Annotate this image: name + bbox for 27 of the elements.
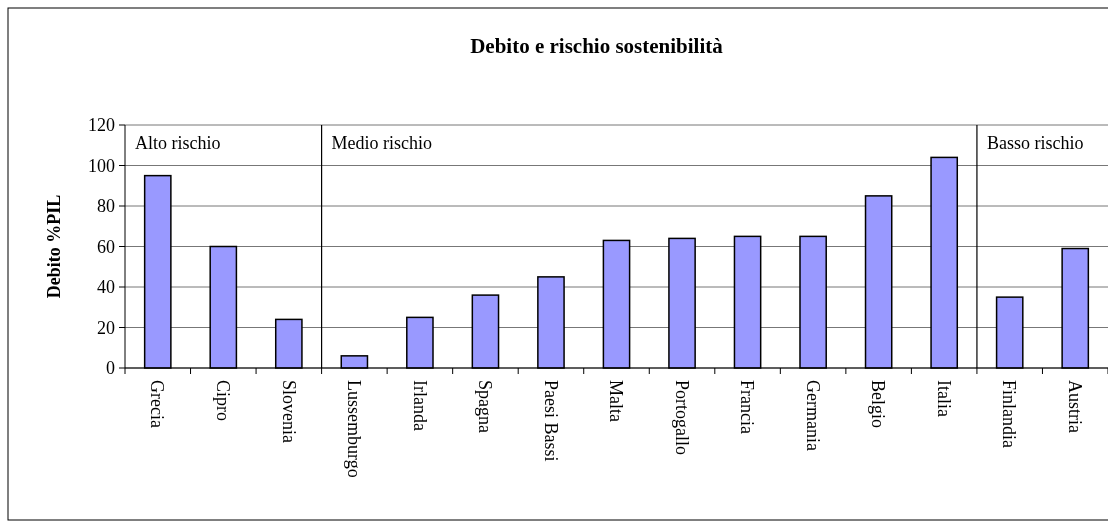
x-tick-label: Francia	[737, 380, 758, 434]
x-tick-label: Slovenia	[278, 380, 299, 443]
chart-title: Debito e rischio sostenibilità	[470, 34, 724, 58]
x-tick-label: Finlandia	[999, 380, 1020, 448]
x-tick-label: Belgio	[868, 380, 889, 428]
y-tick-label: 100	[88, 155, 115, 176]
y-tick-label: 40	[97, 277, 115, 298]
y-tick-label: 60	[97, 236, 115, 257]
y-tick-label: 120	[88, 115, 115, 136]
x-tick-label: Malta	[606, 380, 627, 422]
x-tick-label: Spagna	[475, 380, 496, 433]
y-tick-label: 0	[106, 358, 115, 379]
x-tick-label: Grecia	[147, 380, 168, 428]
x-tick-label: Portogallo	[671, 380, 692, 455]
x-tick-label: Austria	[1064, 380, 1085, 433]
y-tick-label: 80	[97, 196, 115, 217]
x-tick-label: Italia	[933, 380, 954, 417]
y-axis-title: Debito %PIL	[44, 194, 64, 299]
annotation: Alto rischio	[135, 133, 221, 153]
x-tick-label: Cipro	[213, 380, 233, 422]
x-tick-label: Lussemburgo	[344, 380, 365, 478]
annotation: Medio rischio	[331, 133, 433, 153]
x-tick-label: Paesi Bassi	[540, 380, 561, 462]
annotation: Basso rischio	[986, 133, 1084, 153]
x-tick-label: Germania	[802, 380, 823, 451]
y-tick-label: 20	[97, 317, 115, 338]
x-tick-label: Irlanda	[409, 380, 430, 431]
